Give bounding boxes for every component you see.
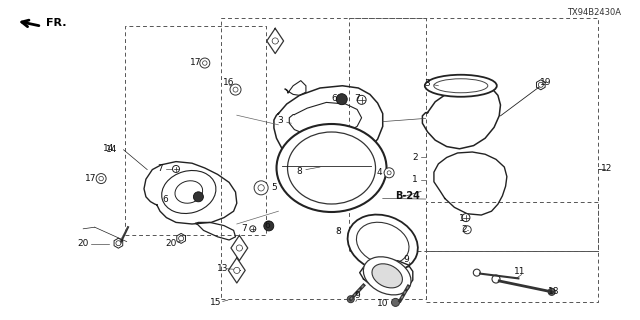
- Circle shape: [258, 185, 264, 191]
- Ellipse shape: [175, 181, 203, 203]
- Text: 15: 15: [210, 298, 221, 307]
- Circle shape: [538, 82, 543, 87]
- Ellipse shape: [287, 132, 376, 204]
- Text: TX94B2430A: TX94B2430A: [567, 8, 621, 17]
- Text: 17: 17: [85, 174, 97, 183]
- Circle shape: [272, 38, 278, 44]
- Text: 12: 12: [601, 164, 612, 173]
- Text: 18: 18: [548, 287, 559, 296]
- Text: 14: 14: [106, 145, 118, 154]
- Text: 14: 14: [103, 144, 115, 153]
- Text: 2: 2: [412, 153, 417, 162]
- Ellipse shape: [356, 222, 409, 264]
- Text: 1: 1: [460, 214, 465, 223]
- Text: 20: 20: [77, 239, 89, 248]
- Text: 19: 19: [540, 78, 551, 87]
- Circle shape: [193, 192, 204, 202]
- Text: 7: 7: [157, 164, 163, 173]
- Text: 4: 4: [376, 168, 381, 177]
- Circle shape: [179, 236, 184, 241]
- Text: 9: 9: [355, 292, 360, 300]
- Circle shape: [357, 95, 366, 104]
- Circle shape: [392, 298, 399, 306]
- Text: 1: 1: [412, 175, 417, 184]
- Text: 5: 5: [271, 183, 276, 192]
- Circle shape: [202, 61, 207, 65]
- Text: 2: 2: [461, 225, 467, 234]
- Circle shape: [96, 173, 106, 184]
- Circle shape: [387, 171, 391, 175]
- Text: 3: 3: [425, 79, 430, 88]
- Circle shape: [264, 221, 274, 231]
- Ellipse shape: [162, 171, 216, 213]
- Text: 7: 7: [355, 94, 360, 103]
- Text: 6: 6: [265, 221, 270, 230]
- Circle shape: [116, 241, 121, 246]
- Circle shape: [236, 245, 243, 251]
- Circle shape: [492, 275, 500, 283]
- Circle shape: [234, 267, 240, 274]
- Text: 11: 11: [514, 267, 525, 276]
- Text: 7: 7: [242, 224, 247, 233]
- Ellipse shape: [348, 215, 418, 272]
- Circle shape: [462, 214, 470, 222]
- Text: 13: 13: [217, 264, 228, 273]
- Text: 16: 16: [223, 78, 235, 87]
- Circle shape: [200, 58, 210, 68]
- Text: 8: 8: [335, 228, 340, 236]
- Text: 3: 3: [278, 116, 283, 125]
- Circle shape: [336, 94, 348, 105]
- Ellipse shape: [364, 257, 411, 295]
- Text: B-24: B-24: [396, 191, 420, 201]
- Circle shape: [233, 87, 238, 92]
- Text: 10: 10: [377, 299, 388, 308]
- Text: 8: 8: [297, 167, 302, 176]
- Text: 6: 6: [163, 195, 168, 204]
- Text: 9: 9: [404, 255, 409, 264]
- Circle shape: [348, 296, 354, 303]
- Circle shape: [173, 165, 179, 172]
- Circle shape: [254, 181, 268, 195]
- Text: 6: 6: [332, 94, 337, 103]
- Circle shape: [384, 168, 394, 178]
- Ellipse shape: [372, 264, 403, 288]
- Circle shape: [463, 226, 471, 234]
- Circle shape: [474, 269, 480, 276]
- Circle shape: [548, 288, 555, 295]
- Circle shape: [99, 176, 104, 181]
- Circle shape: [250, 226, 256, 232]
- Text: 20: 20: [166, 239, 177, 248]
- Ellipse shape: [425, 75, 497, 97]
- Ellipse shape: [276, 124, 387, 212]
- Circle shape: [230, 84, 241, 95]
- Text: 17: 17: [190, 58, 202, 67]
- Text: FR.: FR.: [46, 18, 67, 28]
- Ellipse shape: [434, 79, 488, 93]
